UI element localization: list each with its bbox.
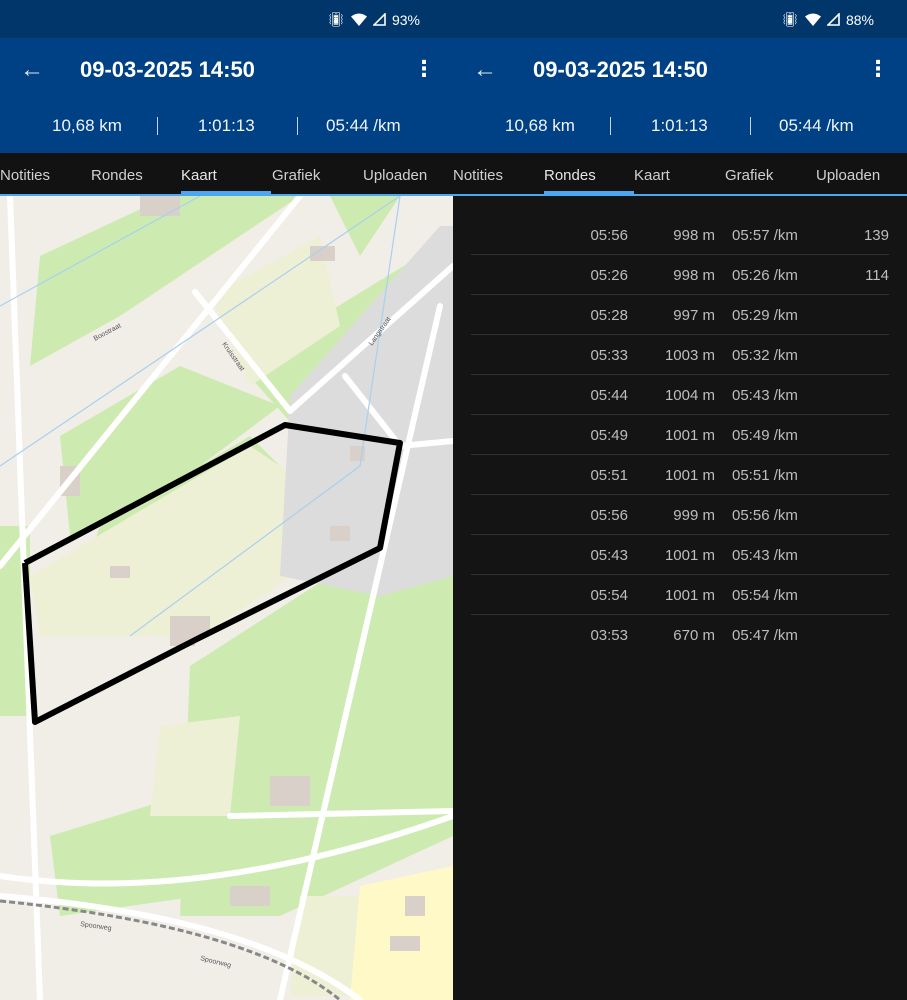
back-button[interactable]: ←: [473, 56, 497, 83]
divider: [610, 117, 611, 135]
route-line: [22, 422, 403, 725]
lap-distance: 1004 m: [664, 387, 715, 404]
battery-level: 93%: [391, 11, 420, 28]
lap-time: 05:33: [590, 347, 628, 364]
lap-distance: 998 m: [673, 267, 715, 284]
lap-distance: 997 m: [673, 307, 715, 324]
tab-grafiek[interactable]: Grafiek: [272, 167, 321, 184]
street-label: Spoorweg: [80, 921, 112, 932]
page-title: 09-03-2025 14:50: [80, 57, 255, 82]
lap-row[interactable]: 05:28 997 m 05:29 /km: [471, 295, 889, 335]
lap-pace: 05:51 /km: [732, 467, 798, 484]
lap-distance: 1003 m: [664, 347, 715, 364]
lap-pace: 05:49 /km: [732, 427, 798, 444]
lap-time: 05:28: [590, 307, 628, 324]
lap-time: 05:56: [590, 507, 628, 524]
lap-row[interactable]: 05:43 1001 m 05:43 /km: [471, 535, 889, 575]
average-pace: 05:44 /km: [779, 116, 854, 135]
lap-time: 05:51: [590, 467, 628, 484]
lap-time: 03:53: [590, 627, 628, 644]
lap-pace: 05:43 /km: [732, 387, 798, 404]
tab-rondes[interactable]: Rondes: [91, 167, 143, 184]
tab-grafiek[interactable]: Grafiek: [725, 167, 774, 184]
divider: [157, 117, 158, 135]
lap-heart-rate: 114: [865, 267, 889, 284]
lap-distance: 1001 m: [664, 547, 715, 564]
status-bar: 📳︎ 93%: [0, 0, 453, 38]
vibrate-icon: 📳︎: [781, 11, 799, 27]
lap-heart-rate: 139: [863, 227, 889, 244]
lap-pace: 05:54 /km: [732, 587, 798, 604]
signal-icon: [826, 13, 840, 26]
lap-pace: 05:47 /km: [732, 627, 798, 644]
lap-time: 05:44: [590, 387, 628, 404]
lap-distance: 999 m: [673, 507, 715, 524]
tab-uploaden[interactable]: Uploaden: [816, 167, 881, 184]
tab-bar: Notities Rondes Kaart Grafiek Uploaden: [453, 153, 907, 196]
lap-row[interactable]: 05:56 999 m 05:56 /km: [471, 495, 889, 535]
active-tab-indicator: [181, 191, 271, 196]
more-options-icon[interactable]: ⋮: [413, 56, 435, 81]
lap-row[interactable]: 05:49 1001 m 05:49 /km: [471, 415, 889, 455]
divider: [750, 117, 751, 135]
lap-row[interactable]: 05:54 1001 m 05:54 /km: [471, 575, 889, 615]
page-title: 09-03-2025 14:50: [533, 57, 708, 82]
lap-time: 05:54: [590, 587, 628, 604]
lap-distance: 1001 m: [664, 587, 715, 604]
lap-time: 05:49: [590, 427, 628, 444]
wifi-icon: [350, 13, 367, 26]
lap-pace: 05:43 /km: [732, 547, 798, 564]
total-distance: 10,68 km: [52, 116, 122, 135]
average-pace: 05:44 /km: [326, 116, 401, 135]
lap-distance: 998 m: [673, 227, 715, 244]
more-options-icon[interactable]: ⋮: [867, 56, 889, 81]
lap-row[interactable]: 05:51 1001 m 05:51 /km: [471, 455, 889, 495]
tab-notities[interactable]: Notities: [0, 167, 51, 184]
lap-distance: 1001 m: [664, 427, 715, 444]
route-map[interactable]: Boostraat Kruisstraat Langstraat Spoorwe…: [0, 196, 453, 1000]
tab-uploaden[interactable]: Uploaden: [363, 167, 428, 184]
signal-icon: [372, 13, 386, 26]
app-header: ← 09-03-2025 14:50 ⋮ 10,68 km 1:01:13 05…: [0, 38, 453, 153]
laps-screen: 📳︎ 88% ← 09-03-2025 14:50 ⋮ 10,68 km 1:0…: [453, 0, 907, 1000]
lap-row[interactable]: 05:26 998 m 05:26 /km 114: [471, 255, 889, 295]
divider: [297, 117, 298, 135]
map-screen: 📳︎ 93% ← 09-03-2025 14:50 ⋮ 10,68 km 1:0…: [0, 0, 453, 1000]
vibrate-icon: 📳︎: [327, 11, 345, 27]
tab-rondes[interactable]: Rondes: [544, 167, 596, 184]
lap-row[interactable]: 05:33 1003 m 05:32 /km: [471, 335, 889, 375]
tab-kaart[interactable]: Kaart: [181, 167, 217, 184]
lap-pace: 05:57 /km: [732, 227, 798, 244]
total-distance: 10,68 km: [505, 116, 575, 135]
active-tab-indicator: [544, 191, 634, 196]
tab-bar: Notities Rondes Kaart Grafiek Uploaden: [0, 153, 453, 196]
wifi-icon: [804, 13, 821, 26]
lap-row[interactable]: 03:53 670 m 05:47 /km: [471, 615, 889, 655]
lap-pace: 05:26 /km: [732, 267, 798, 284]
lap-pace: 05:29 /km: [732, 307, 798, 324]
lap-distance: 1001 m: [664, 467, 715, 484]
back-button[interactable]: ←: [20, 56, 44, 83]
tab-kaart[interactable]: Kaart: [634, 167, 670, 184]
app-header: ← 09-03-2025 14:50 ⋮ 10,68 km 1:01:13 05…: [453, 38, 907, 153]
status-bar: 📳︎ 88%: [453, 0, 907, 38]
lap-row[interactable]: 05:56 998 m 05:57 /km 139: [471, 215, 889, 255]
tab-notities[interactable]: Notities: [453, 167, 504, 184]
lap-pace: 05:32 /km: [732, 347, 798, 364]
total-duration: 1:01:13: [651, 116, 708, 135]
lap-time: 05:26: [590, 267, 628, 284]
lap-pace: 05:56 /km: [732, 507, 798, 524]
total-duration: 1:01:13: [198, 116, 255, 135]
lap-time: 05:56: [590, 227, 628, 244]
lap-time: 05:43: [590, 547, 628, 564]
battery-level: 88%: [845, 11, 874, 28]
lap-row[interactable]: 05:44 1004 m 05:43 /km: [471, 375, 889, 415]
lap-distance: 670 m: [673, 627, 715, 644]
